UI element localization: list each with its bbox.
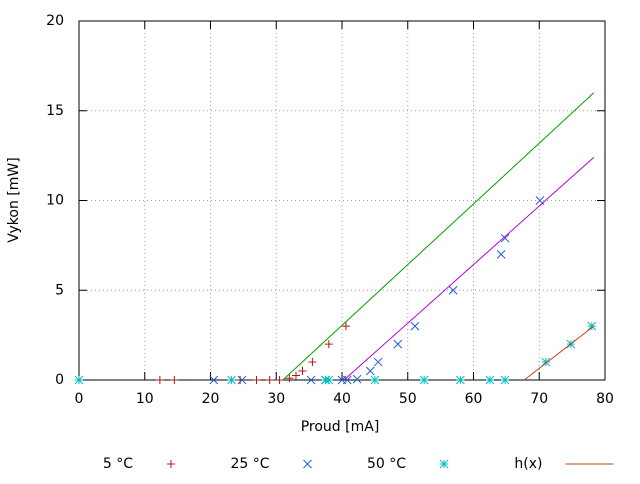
x-tick-label: 40 [333,391,351,407]
data-point [352,374,362,384]
data-point [298,367,307,376]
y-tick-label: 20 [46,13,64,29]
data-point [393,339,403,349]
data-point [170,376,179,384]
data-point [252,376,261,384]
data-point [370,375,380,385]
data-point [275,376,284,384]
data-point [419,375,429,385]
y-tick-label: 0 [55,372,64,388]
y-tick-label: 5 [55,282,64,298]
x-tick-label: 60 [465,391,483,407]
legend-label: h(x) [514,456,542,472]
data-point [342,375,352,385]
data-point [373,357,383,367]
data-point [541,357,551,367]
data-point [308,358,317,367]
legend-label: 50 °C [367,456,406,472]
data-point [74,375,84,385]
fit-line [282,92,595,381]
fit-line [343,157,595,381]
data-point [587,321,597,331]
x-tick-label: 10 [136,391,154,407]
legend-label: 5 °C [103,456,133,472]
x-tick-label: 50 [399,391,417,407]
x-axis-label: Proud [mA] [301,419,380,435]
data-point [365,366,375,376]
data-point [496,249,506,259]
data-point [209,375,219,385]
y-tick-label: 10 [46,193,64,209]
data-point [237,375,247,385]
data-point [410,321,420,331]
data-point [324,375,334,385]
data-point [265,376,274,384]
data-point [341,322,350,331]
y-axis-label: Vykon [mW] [6,157,22,242]
data-point [455,375,465,385]
data-point [285,374,294,383]
data-point [500,233,510,243]
x-tick-label: 70 [530,391,548,407]
legend-swatch [167,460,175,468]
x-tick-label: 0 [75,391,84,407]
y-tick-label: 15 [46,103,64,119]
legend-label: 25 °C [230,456,269,472]
legend-swatch [439,459,449,469]
x-tick-label: 20 [202,391,220,407]
data-point [485,375,495,385]
data-point [324,340,333,349]
data-point [306,375,316,385]
x-tick-label: 30 [267,391,285,407]
data-point [448,285,458,295]
data-point [500,375,510,385]
fit-line [523,325,595,381]
data-point [155,376,164,384]
data-point [291,371,300,380]
legend-swatch [303,459,312,469]
x-tick-label: 80 [596,391,614,407]
data-point [227,375,236,385]
